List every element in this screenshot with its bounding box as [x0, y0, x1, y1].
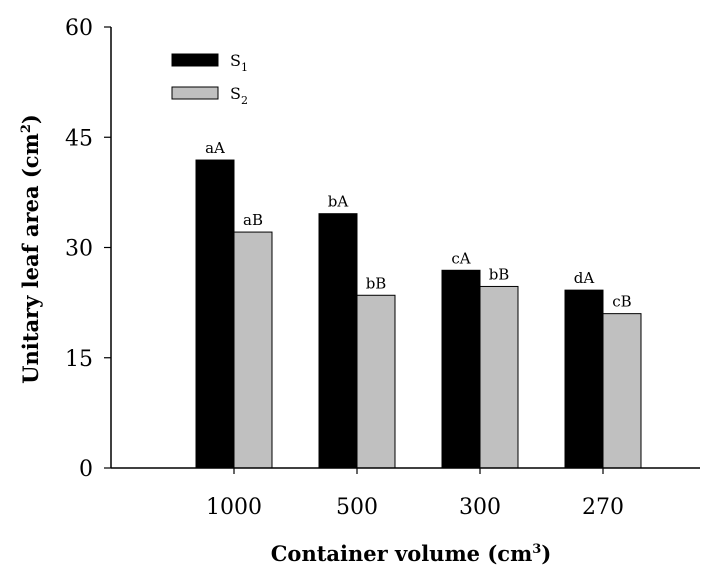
y-tick-label-0: 0	[79, 457, 93, 482]
bar-label-s2-300: bB	[489, 265, 510, 283]
bar-s2-1000	[233, 231, 273, 469]
x-ticks-group: 1000 500 300 270	[206, 468, 624, 520]
bar-label-s1-300: cA	[451, 249, 470, 267]
bars-group	[195, 159, 642, 469]
y-tick-label-30: 30	[65, 237, 93, 262]
bar-label-s2-500: bB	[366, 274, 387, 292]
x-tick-label-270: 270	[582, 495, 624, 520]
bar-s2-300	[479, 285, 519, 469]
legend-swatch-s1	[171, 53, 219, 67]
bar-label-s2-1000: aB	[243, 211, 263, 229]
y-ticks-group: 0 15 30 45 60	[65, 16, 111, 482]
legend-swatch-s2	[171, 86, 219, 100]
bar-labels-group: aA aB bA bB cA bB dA cB	[205, 139, 632, 311]
bar-s2-500	[356, 294, 396, 469]
y-tick-label-15: 15	[65, 347, 93, 372]
bar-s1-270	[564, 289, 604, 469]
bar-s1-500	[318, 213, 358, 469]
bar-label-s1-270: dA	[574, 269, 595, 287]
x-axis-title: Container volume (cm3)	[271, 541, 552, 566]
x-tick-label-500: 500	[336, 495, 378, 520]
bar-label-s1-500: bA	[328, 193, 349, 211]
bar-s2-270	[602, 313, 642, 469]
bar-label-s2-270: cB	[612, 293, 631, 311]
bar-s1-300	[441, 269, 481, 469]
bar-s1-1000	[195, 159, 235, 469]
x-tick-label-1000: 1000	[206, 495, 262, 520]
x-tick-label-300: 300	[459, 495, 501, 520]
legend: S1 S2	[171, 51, 248, 107]
y-tick-label-60: 60	[65, 16, 93, 41]
y-axis-title: Unitary leaf area (cm2)	[18, 114, 43, 384]
bar-label-s1-1000: aA	[205, 139, 225, 157]
legend-label-s2: S2	[230, 84, 248, 107]
legend-label-s1: S1	[230, 51, 248, 74]
y-tick-label-45: 45	[65, 126, 93, 151]
